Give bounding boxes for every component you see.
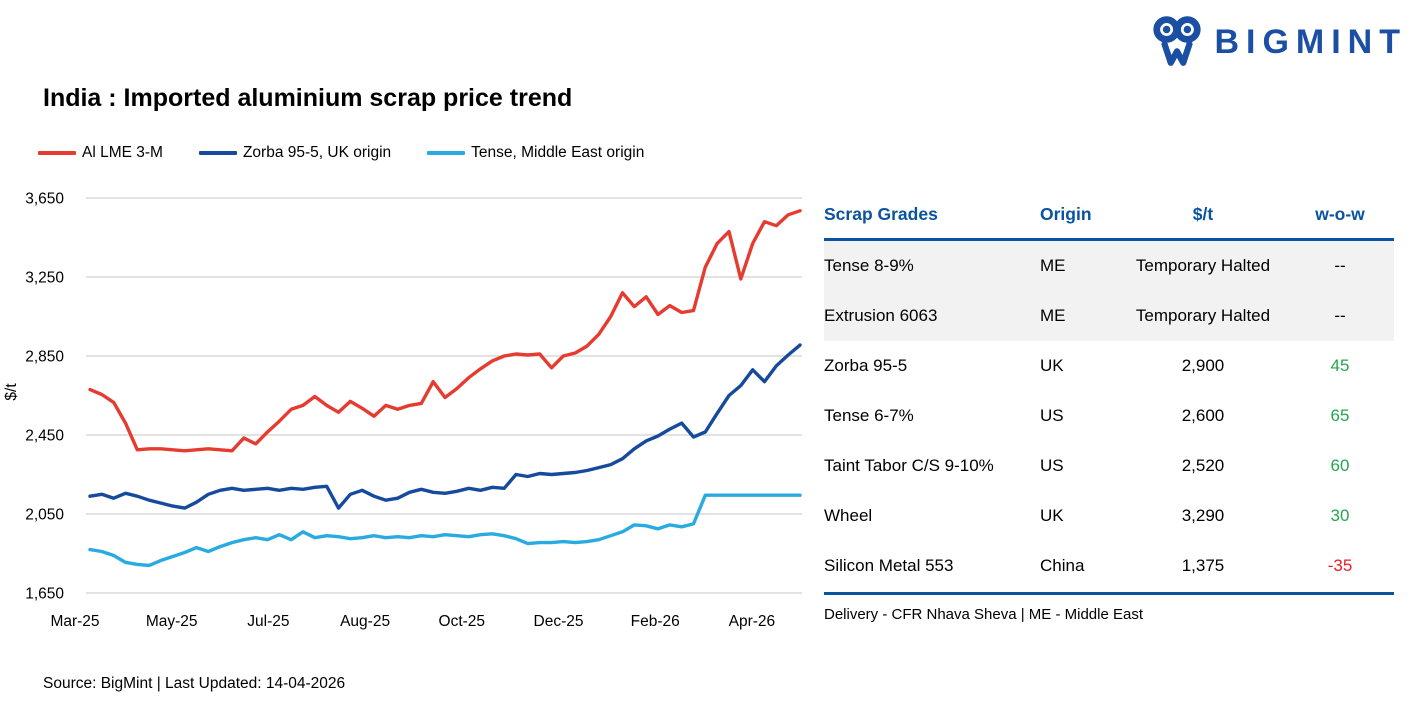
cell-price: 2,520 (1181, 456, 1225, 475)
x-axis-tick-label: Dec-25 (534, 613, 584, 630)
table-row-wheel: Wheel UK 3,290 30 (824, 491, 1394, 541)
table-bottom-divider (824, 592, 1394, 595)
table-row-taint-tabor-c-s-9-10: Taint Tabor C/S 9-10% US 2,520 60 (824, 441, 1394, 491)
price-trend-line-chart: 3,650 3,250 2,850 2,450 2,050 1,650 $/t Mar-25 M… (3, 191, 802, 630)
x-axis-tick-label: May-25 (146, 613, 198, 630)
y-axis-tick-label: 3,650 (25, 191, 64, 208)
cell-wow: -- (1334, 306, 1346, 325)
x-axis-tick-label: Apr-26 (729, 613, 776, 630)
legend-swatch-zorba-95-5-uk-origin (198, 151, 237, 155)
legend-item-tense-middle-east-origin: Tense, Middle East origin (427, 144, 644, 162)
cell-grade: Zorba 95-5 (824, 356, 908, 375)
cell-wow: 65 (1330, 406, 1350, 425)
y-axis-tick-label: 2,050 (25, 507, 64, 524)
cell-wow: 30 (1330, 506, 1350, 525)
x-axis-tick-label: Feb-26 (631, 613, 680, 630)
table-row-silicon-metal-553: Silicon Metal 553 China 1,375 -35 (824, 541, 1394, 591)
table-row-zorba-95-5: Zorba 95-5 UK 2,900 45 (824, 341, 1394, 391)
cell-wow: 60 (1330, 456, 1350, 475)
legend-label: Al LME 3-M (82, 144, 163, 161)
bigmint-logo-text: BIGMINT (1214, 22, 1407, 61)
cell-price: 2,900 (1181, 356, 1225, 375)
y-axis-title: $/t (3, 383, 20, 401)
cell-price: Temporary Halted (1135, 306, 1271, 325)
table-header-scrap-grades: Scrap Grades (824, 203, 938, 224)
series-line-tense-middle-east-origin (88, 493, 802, 568)
x-axis-tick-label: Mar-25 (50, 613, 99, 630)
series-line-al-lme-3-m (88, 209, 802, 453)
table-header-origin: Origin (1040, 203, 1092, 224)
table-row-extrusion-6063: Extrusion 6063 ME Temporary Halted -- (824, 291, 1394, 341)
cell-grade: Tense 6-7% (824, 406, 914, 425)
legend-swatch-al-lme-3-m (38, 151, 76, 155)
x-axis-tick-label: Oct-25 (439, 613, 486, 630)
table-header-w-o-w: w-o-w (1315, 203, 1365, 224)
cell-price: 1,375 (1181, 556, 1225, 575)
legend-item-al-lme-3-m: Al LME 3-M (38, 144, 163, 162)
cell-origin: China (1040, 556, 1085, 575)
cell-origin: US (1040, 406, 1064, 425)
legend-item-zorba-95-5-uk-origin: Zorba 95-5, UK origin (198, 144, 392, 162)
cell-origin: ME (1040, 306, 1066, 325)
bigmint-logo: BIGMINT (1150, 16, 1407, 68)
cell-grade: Tense 8-9% (824, 256, 914, 275)
y-axis-tick-label: 3,250 (25, 270, 64, 287)
cell-price: 3,290 (1181, 506, 1225, 525)
cell-origin: UK (1040, 356, 1064, 375)
table-body: Tense 8-9% ME Temporary Halted -- Extrusion … (824, 241, 1394, 591)
table-header-row: Scrap Grades Origin $/t w-o-w (824, 190, 1394, 241)
legend-label: Zorba 95-5, UK origin (242, 144, 392, 161)
delivery-note: Delivery - CFR Nhava Sheva | ME - Middle… (824, 606, 1143, 623)
cell-price: 2,600 (1181, 406, 1225, 425)
y-axis-tick-label: 1,650 (25, 586, 64, 603)
cell-origin: US (1040, 456, 1064, 475)
cell-wow: -35 (1327, 556, 1353, 575)
cell-price: Temporary Halted (1135, 256, 1271, 275)
chart-title: India : Imported aluminium scrap price t… (43, 84, 573, 112)
cell-grade: Silicon Metal 553 (824, 556, 954, 575)
cell-grade: Extrusion 6063 (824, 306, 938, 325)
table-row-tense-8-9: Tense 8-9% ME Temporary Halted -- (824, 241, 1394, 291)
cell-wow: 45 (1330, 356, 1350, 375)
legend-swatch-tense-middle-east-origin (427, 151, 466, 155)
scrap-price-table: Scrap Grades Origin $/t w-o-w Tense 8-9% ME T… (824, 190, 1394, 623)
chart-legend: Al LME 3-M Zorba 95-5, UK origin Tense, Mi… (38, 144, 644, 162)
cell-origin: ME (1040, 256, 1066, 275)
source-footer: Source: BigMint | Last Updated: 14-04-20… (43, 675, 346, 692)
series-line-zorba-95-5-uk-origin (88, 343, 802, 510)
bigmint-owl-icon (1153, 16, 1202, 66)
cell-wow: -- (1334, 256, 1346, 275)
legend-label: Tense, Middle East origin (471, 144, 645, 161)
x-axis-tick-label: Aug-25 (340, 613, 390, 630)
cell-grade: Taint Tabor C/S 9-10% (824, 456, 994, 475)
y-axis-tick-label: 2,850 (25, 349, 64, 366)
table-header-t: $/t (1192, 203, 1214, 224)
cell-origin: UK (1040, 506, 1064, 525)
cell-grade: Wheel (824, 506, 873, 525)
y-axis-tick-label: 2,450 (25, 428, 64, 445)
x-axis-tick-label: Jul-25 (247, 613, 289, 630)
table-row-tense-6-7: Tense 6-7% US 2,600 65 (824, 391, 1394, 441)
